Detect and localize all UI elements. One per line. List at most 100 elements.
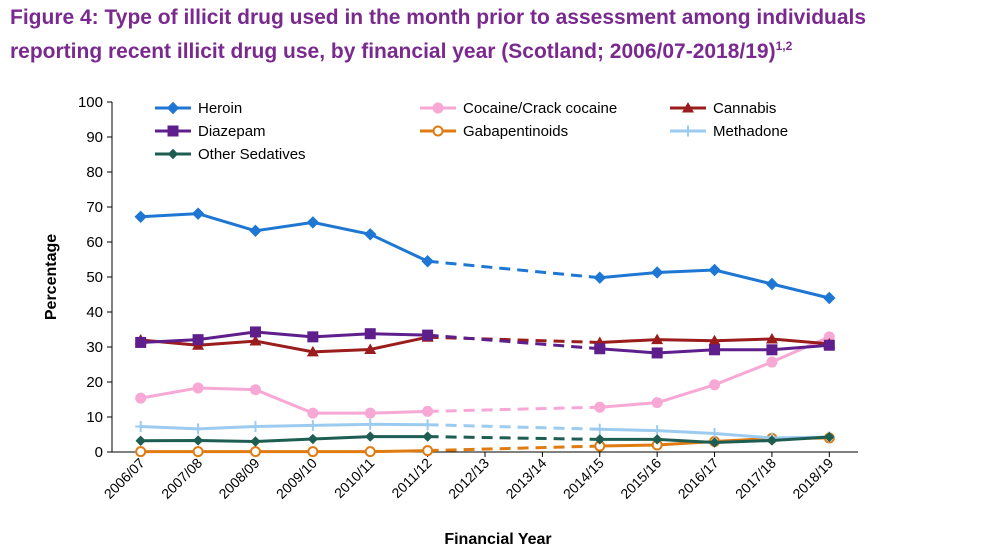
y-tick-label: 70 bbox=[86, 199, 103, 216]
y-tick-label: 20 bbox=[86, 374, 103, 391]
x-tick-label: 2017/18 bbox=[732, 455, 779, 502]
data-point-heroin bbox=[364, 228, 377, 241]
series-methadone bbox=[135, 418, 835, 444]
data-point-methadone bbox=[249, 420, 261, 432]
legend-item-heroin: Heroin bbox=[155, 100, 242, 117]
data-point-gabapentinoids bbox=[422, 445, 434, 457]
data-point-methadone bbox=[422, 419, 434, 431]
x-tick-label: 2008/09 bbox=[215, 455, 262, 502]
data-point-heroin bbox=[708, 263, 721, 277]
legend-label: Heroin bbox=[198, 100, 242, 117]
series-line-methadone bbox=[140, 422, 428, 431]
data-point-cannabis bbox=[249, 335, 262, 346]
data-point-other-sedatives bbox=[422, 431, 433, 442]
data-point-other-sedatives bbox=[594, 434, 605, 445]
data-point-gabapentinoids bbox=[135, 446, 147, 458]
y-axis-label: Percentage bbox=[43, 234, 60, 320]
data-point-other-sedatives bbox=[709, 437, 720, 448]
y-tick-label: 90 bbox=[86, 129, 103, 146]
data-point-other-sedatives bbox=[192, 435, 204, 446]
x-tick-label: 2015/16 bbox=[617, 455, 664, 502]
data-point-diazepam bbox=[307, 331, 319, 343]
title-superscript: 1,2 bbox=[775, 39, 793, 53]
data-point-other-sedatives bbox=[307, 433, 319, 445]
title-line-1: Figure 4: Type of illicit drug used in t… bbox=[10, 6, 867, 29]
legend-item-gabapentinoids: Gabapentinoids bbox=[420, 123, 568, 140]
legend-marker bbox=[682, 125, 694, 137]
x-tick-label: 2006/07 bbox=[101, 455, 148, 502]
data-point-cocaine-crack-cocaine bbox=[135, 392, 147, 404]
x-tick-label: 2009/10 bbox=[273, 455, 320, 502]
series-gap-line-heroin bbox=[427, 259, 600, 280]
data-point-diazepam bbox=[594, 343, 606, 355]
legend-label: Gabapentinoids bbox=[463, 123, 568, 140]
data-point-cocaine-crack-cocaine bbox=[766, 356, 778, 368]
data-point-heroin bbox=[421, 255, 434, 268]
y-tick-label: 80 bbox=[86, 164, 103, 181]
data-point-diazepam bbox=[422, 329, 434, 341]
x-tick-label: 2007/08 bbox=[158, 455, 205, 502]
legend-item-cannabis: Cannabis bbox=[670, 100, 776, 117]
data-point-diazepam bbox=[651, 347, 663, 359]
series-line-cocaine-crack-cocaine bbox=[140, 386, 428, 415]
series-gap-line-cocaine-crack-cocaine bbox=[427, 405, 600, 413]
data-point-other-sedatives bbox=[766, 435, 778, 446]
data-point-gabapentinoids bbox=[364, 446, 376, 458]
data-point-cannabis bbox=[651, 333, 664, 345]
data-point-other-sedatives bbox=[651, 434, 663, 445]
legend-label: Cocaine/Crack cocaine bbox=[463, 100, 617, 117]
data-point-methadone bbox=[364, 418, 376, 430]
data-point-cocaine-crack-cocaine bbox=[651, 397, 663, 409]
data-point-cannabis bbox=[306, 345, 319, 357]
data-point-cocaine-crack-cocaine bbox=[307, 407, 319, 419]
series-layer bbox=[134, 207, 836, 458]
data-point-diazepam bbox=[766, 344, 778, 356]
x-tick-label: 2016/17 bbox=[675, 455, 722, 502]
series-line-cannabis bbox=[140, 335, 428, 354]
data-point-other-sedatives bbox=[250, 436, 261, 447]
series-gap-line-other-sedatives bbox=[427, 435, 600, 441]
y-tick-label: 10 bbox=[86, 409, 103, 426]
y-tick-label: 0 bbox=[95, 444, 103, 461]
x-tick-label: 2011/12 bbox=[388, 455, 435, 502]
y-tick-label: 100 bbox=[78, 94, 103, 111]
data-point-heroin bbox=[593, 271, 606, 284]
series-line-other-sedatives bbox=[140, 435, 428, 443]
x-axis-label: Financial Year bbox=[444, 531, 551, 548]
y-tick-label: 40 bbox=[86, 304, 103, 321]
data-point-cocaine-crack-cocaine bbox=[594, 401, 606, 413]
data-point-diazepam bbox=[192, 334, 204, 346]
y-tick-label: 50 bbox=[86, 269, 103, 286]
data-point-gabapentinoids bbox=[249, 446, 261, 458]
legend-label: Cannabis bbox=[713, 100, 776, 117]
series-cocaine-crack-cocaine bbox=[135, 331, 835, 419]
data-point-diazepam bbox=[823, 339, 835, 351]
series-line-diazepam bbox=[140, 330, 428, 344]
legend-marker bbox=[166, 101, 180, 115]
series-gap-line-diazepam bbox=[427, 333, 600, 351]
legend-item-diazepam: Diazepam bbox=[155, 123, 266, 140]
legend-label: Methadone bbox=[713, 123, 788, 140]
data-point-other-sedatives bbox=[824, 431, 835, 443]
legend-label: Diazepam bbox=[198, 123, 266, 140]
x-tick-label: 2012/13 bbox=[445, 455, 492, 502]
data-point-cocaine-crack-cocaine bbox=[364, 407, 376, 419]
data-point-diazepam bbox=[364, 328, 376, 340]
data-point-heroin bbox=[249, 224, 262, 238]
title-line-2: reporting recent illicit drug use, by fi… bbox=[10, 40, 776, 63]
data-point-gabapentinoids bbox=[192, 446, 204, 458]
data-point-cannabis bbox=[765, 332, 778, 344]
data-point-methadone bbox=[307, 419, 319, 431]
data-point-heroin bbox=[650, 266, 664, 279]
series-gap-line-methadone bbox=[427, 423, 600, 431]
data-point-diazepam bbox=[135, 336, 147, 348]
y-tick-label: 60 bbox=[86, 234, 103, 251]
chart-title: Figure 4: Type of illicit drug used in t… bbox=[10, 4, 995, 66]
legend-marker bbox=[432, 102, 444, 114]
series-gap-line-gabapentinoids bbox=[427, 444, 600, 453]
legend-marker bbox=[432, 125, 444, 137]
x-tick-label: 2013/14 bbox=[502, 455, 549, 502]
legend-marker bbox=[167, 125, 179, 137]
x-tick-label: 2010/11 bbox=[331, 455, 378, 502]
